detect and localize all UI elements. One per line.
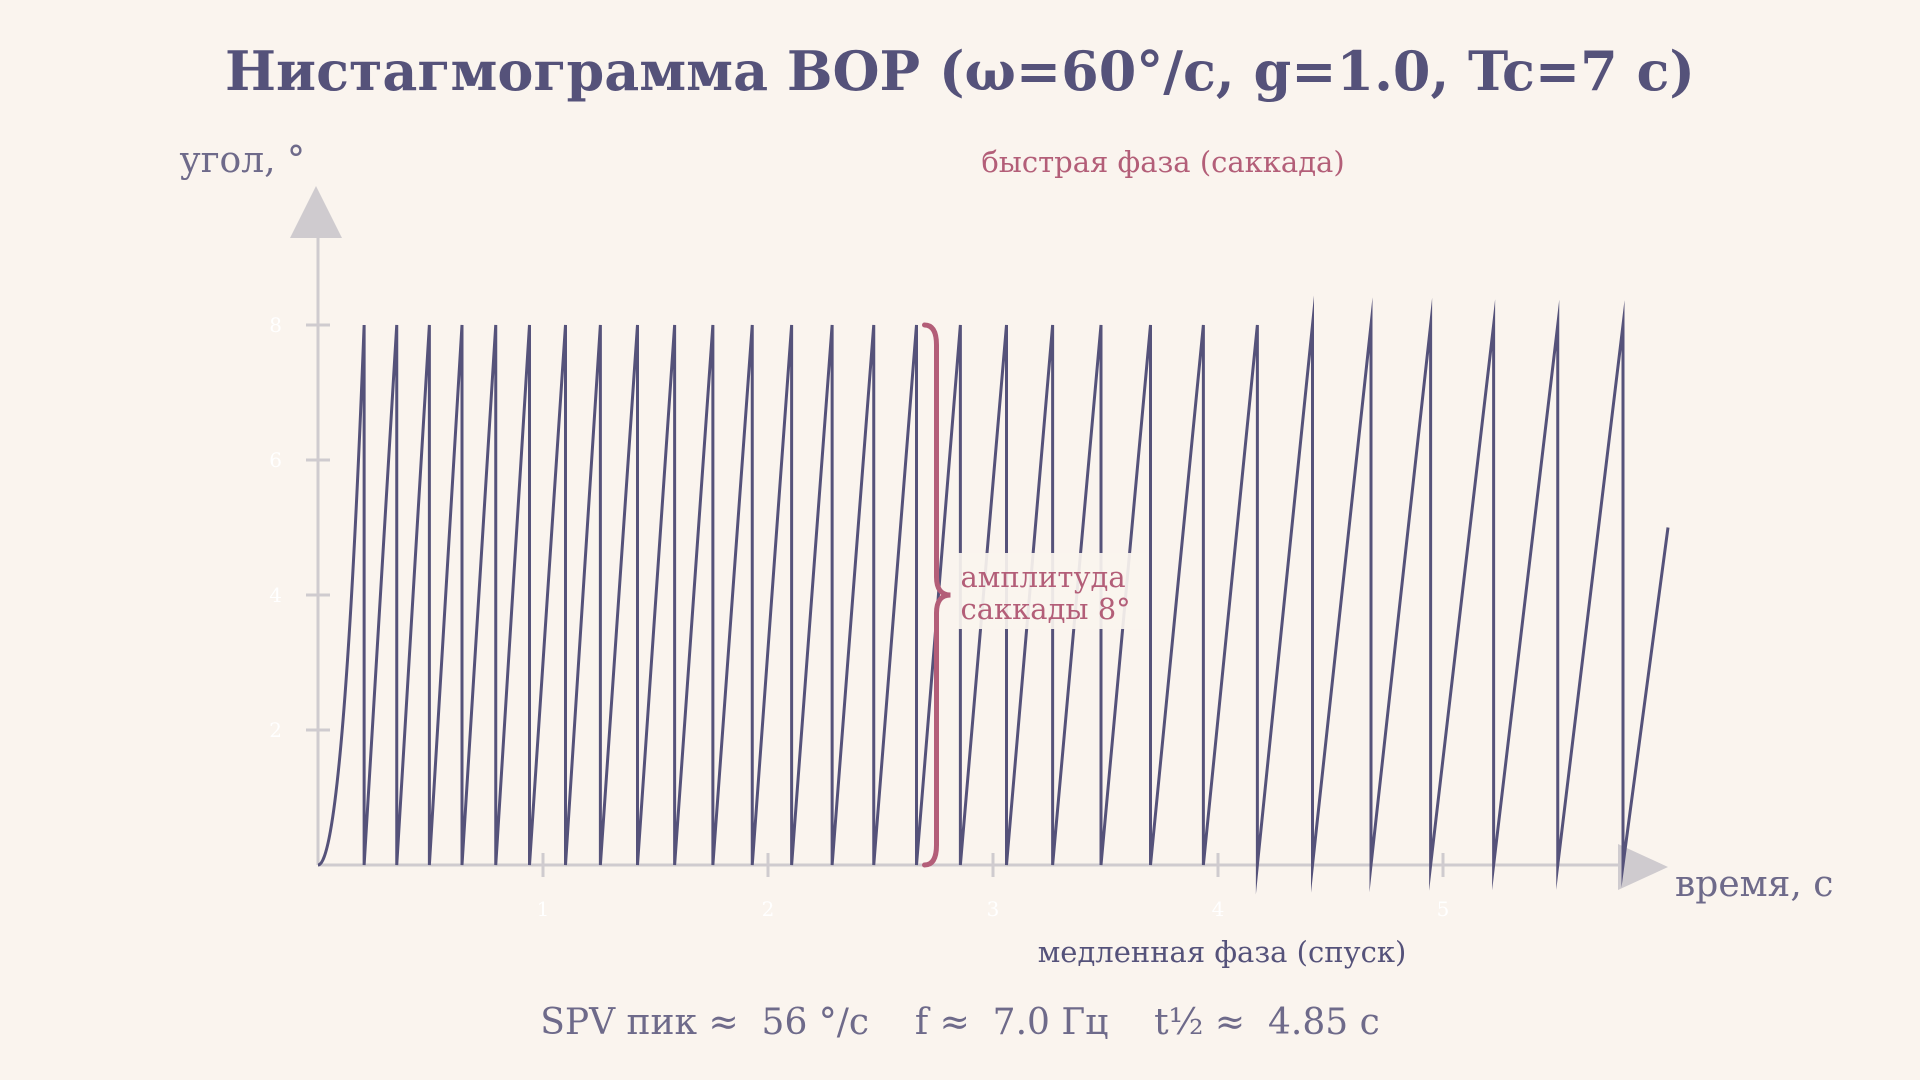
y-tick-label: 2 <box>269 718 282 742</box>
x-tick-label: 2 <box>762 897 775 921</box>
stats-line: SPV пик ≈ 56 °/с f ≈ 7.0 Гц t½ ≈ 4.85 с <box>540 1002 1380 1043</box>
axes <box>290 186 1668 890</box>
y-tick-label: 4 <box>269 583 282 607</box>
amplitude-label-background <box>956 553 1147 629</box>
y-tick-label: 6 <box>269 448 282 472</box>
x-tick-label: 1 <box>537 897 550 921</box>
x-tick-label: 3 <box>987 897 1000 921</box>
series-layer <box>317 295 1670 895</box>
y-axis-arrow <box>290 186 342 238</box>
axis-ticks: 1 2 3 4 5 2 4 6 8 <box>269 313 1449 921</box>
x-axis-label: время, с <box>1675 864 1833 905</box>
y-tick-label: 8 <box>269 313 282 337</box>
x-axis-arrow <box>1618 844 1668 890</box>
slow-phase-label: медленная фаза (спуск) <box>1038 935 1407 969</box>
amplitude-label-line1: амплитуда <box>961 560 1126 594</box>
y-axis-label: угол, ° <box>180 140 305 181</box>
amplitude-label-line2: саккады 8° <box>961 592 1131 626</box>
chart-title: Нистагмограмма ВОР (ω=60°/с, g=1.0, Tc=7… <box>225 39 1695 103</box>
fast-phase-label: быстрая фаза (саккада) <box>981 145 1344 179</box>
amplitude-brace <box>922 322 951 868</box>
x-tick-label: 4 <box>1212 897 1225 921</box>
series-line-0 <box>317 295 1670 895</box>
x-tick-label: 5 <box>1437 897 1450 921</box>
